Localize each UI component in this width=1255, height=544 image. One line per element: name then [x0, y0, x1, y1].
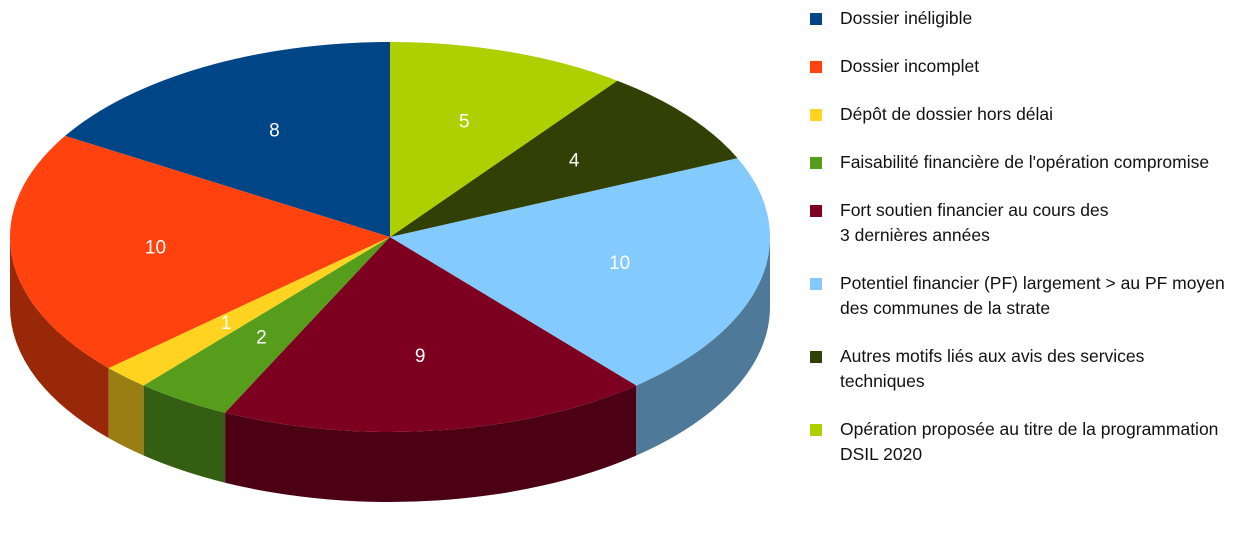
slice-side [225, 385, 637, 503]
data-label: 5 [459, 111, 470, 132]
legend-label: Dépôt de dossier hors délai [840, 104, 1054, 124]
slice [390, 42, 618, 237]
legend-item: Faisabilité financière de l'opération co… [808, 150, 1248, 175]
legend-item: Dossier inéligible [808, 6, 1248, 31]
legend-swatch [810, 351, 822, 363]
slice [390, 158, 770, 386]
data-label: 10 [609, 253, 630, 274]
legend-item: Dépôt de dossier hors délai [808, 102, 1248, 127]
slice [390, 80, 738, 238]
slice-side [10, 237, 109, 439]
legend-label: Faisabilité financière de l'opération co… [840, 152, 1210, 172]
slice [108, 237, 390, 386]
legend-swatch [810, 205, 822, 217]
legend-item: Autres motifs liés aux avis des services… [808, 344, 1248, 394]
legend-swatch [810, 13, 822, 25]
data-label: 8 [269, 121, 280, 142]
legend-label: Dossier incomplet [840, 56, 980, 76]
slice [9, 135, 390, 369]
legend-swatch [810, 278, 822, 290]
legend-swatch [810, 424, 822, 436]
slice-side [108, 368, 144, 456]
slice [143, 237, 390, 413]
legend-label: Potentiel financier (PF) largement > au … [840, 273, 1225, 318]
slice [65, 42, 391, 237]
legend-item: Potentiel financier (PF) largement > au … [808, 271, 1248, 321]
slice-side [143, 385, 226, 483]
legend-item: Opération proposée au titre de la progra… [808, 417, 1248, 467]
legend-item: Dossier incomplet [808, 54, 1248, 79]
data-label: 2 [256, 327, 267, 348]
data-label: 1 [221, 313, 232, 334]
legend-label: Opération proposée au titre de la progra… [840, 419, 1219, 464]
data-label: 4 [569, 151, 580, 172]
legend-item: Fort soutien financier au cours des 3 de… [808, 198, 1248, 248]
legend-swatch [810, 157, 822, 169]
legend-label: Autres motifs liés aux avis des services… [840, 346, 1145, 391]
legend: Dossier inéligible Dossier incomplet Dépôt… [808, 6, 1248, 490]
data-label: 9 [415, 346, 426, 367]
legend-swatch [810, 109, 822, 121]
legend-label: Fort soutien financier au cours des 3 de… [840, 200, 1109, 245]
slice [225, 237, 637, 432]
slice-side [636, 237, 770, 456]
data-label: 10 [145, 238, 166, 259]
legend-label: Dossier inéligible [840, 8, 973, 28]
legend-swatch [810, 61, 822, 73]
